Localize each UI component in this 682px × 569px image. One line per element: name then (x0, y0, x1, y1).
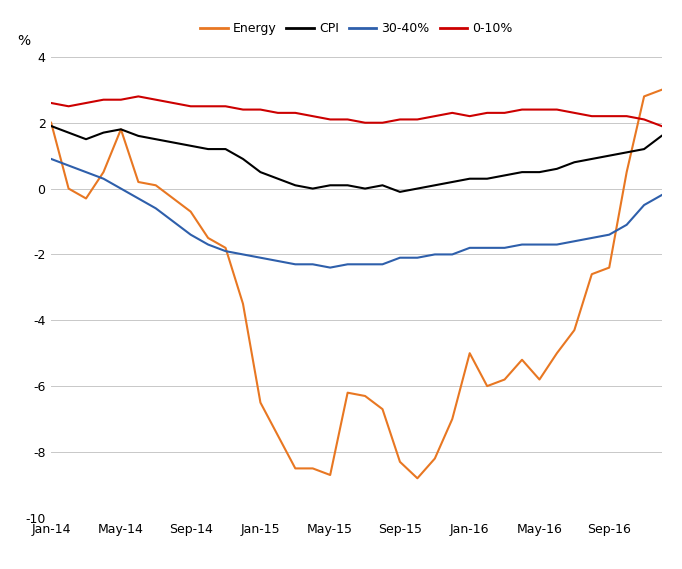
Legend: Energy, CPI, 30-40%, 0-10%: Energy, CPI, 30-40%, 0-10% (195, 17, 518, 40)
Text: %: % (18, 34, 31, 48)
